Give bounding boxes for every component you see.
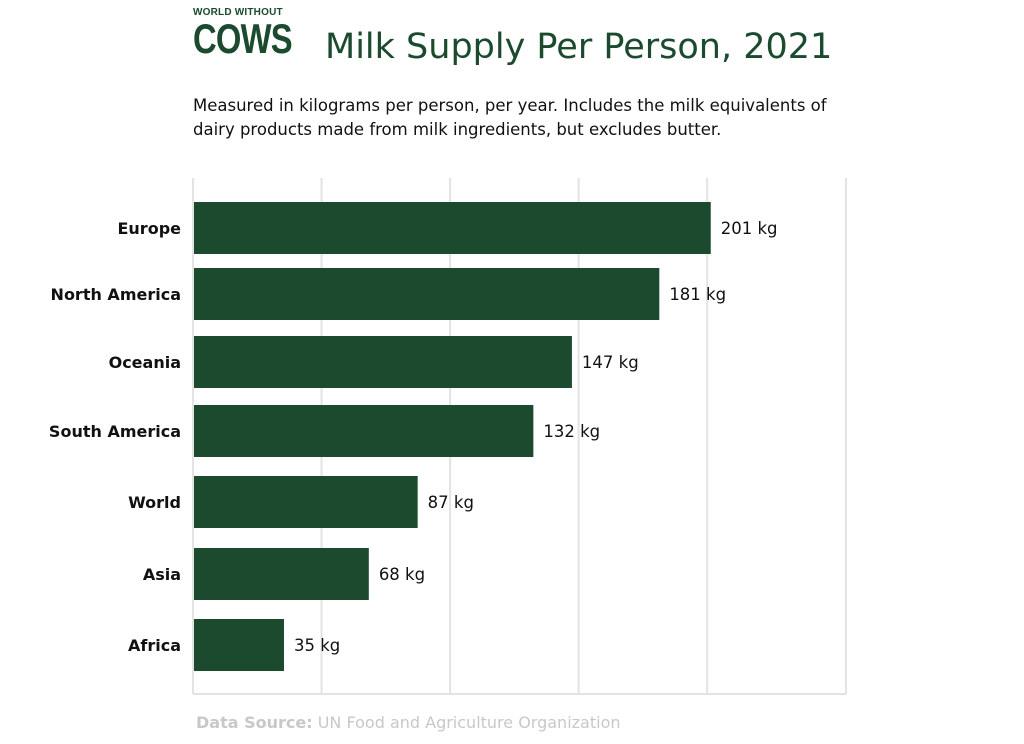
category-label: North America: [51, 285, 181, 304]
value-label: 147 kg: [582, 353, 639, 372]
chart-subtitle: Measured in kilograms per person, per ye…: [193, 96, 827, 139]
data-source: Data Source: UN Food and Agriculture Org…: [196, 712, 621, 734]
data-source-text: UN Food and Agriculture Organization: [317, 713, 621, 732]
logo-top-text: WORLD WITHOUT: [193, 7, 283, 18]
category-label: South America: [49, 422, 181, 441]
bar-europe: [194, 202, 711, 254]
bars: [194, 202, 711, 671]
value-label: 181 kg: [669, 285, 726, 304]
data-source-label: Data Source:: [196, 713, 313, 732]
category-labels: Europe North America Oceania South America W…: [49, 219, 181, 655]
value-label: 68 kg: [379, 565, 425, 584]
bar-oceania: [194, 336, 572, 388]
value-label: 87 kg: [428, 493, 474, 512]
category-label: Asia: [143, 565, 181, 584]
category-label: Europe: [117, 219, 181, 238]
value-labels: 201 kg 181 kg 147 kg 132 kg 87 kg 68 kg 35 kg: [294, 219, 778, 655]
bar-world: [194, 476, 418, 528]
bar-africa: [194, 619, 284, 671]
value-label: 201 kg: [721, 219, 778, 238]
bar-north-america: [194, 268, 660, 320]
category-label: World: [128, 493, 181, 512]
brand-logo: WORLD WITHOUT COWS: [193, 7, 293, 60]
chart-title: Milk Supply Per Person, 2021: [325, 27, 833, 67]
category-label: Africa: [128, 636, 181, 655]
category-label: Oceania: [109, 353, 181, 372]
bar-asia: [194, 548, 369, 600]
value-label: 132 kg: [543, 422, 600, 441]
value-label: 35 kg: [294, 636, 340, 655]
bar-south-america: [194, 405, 534, 457]
